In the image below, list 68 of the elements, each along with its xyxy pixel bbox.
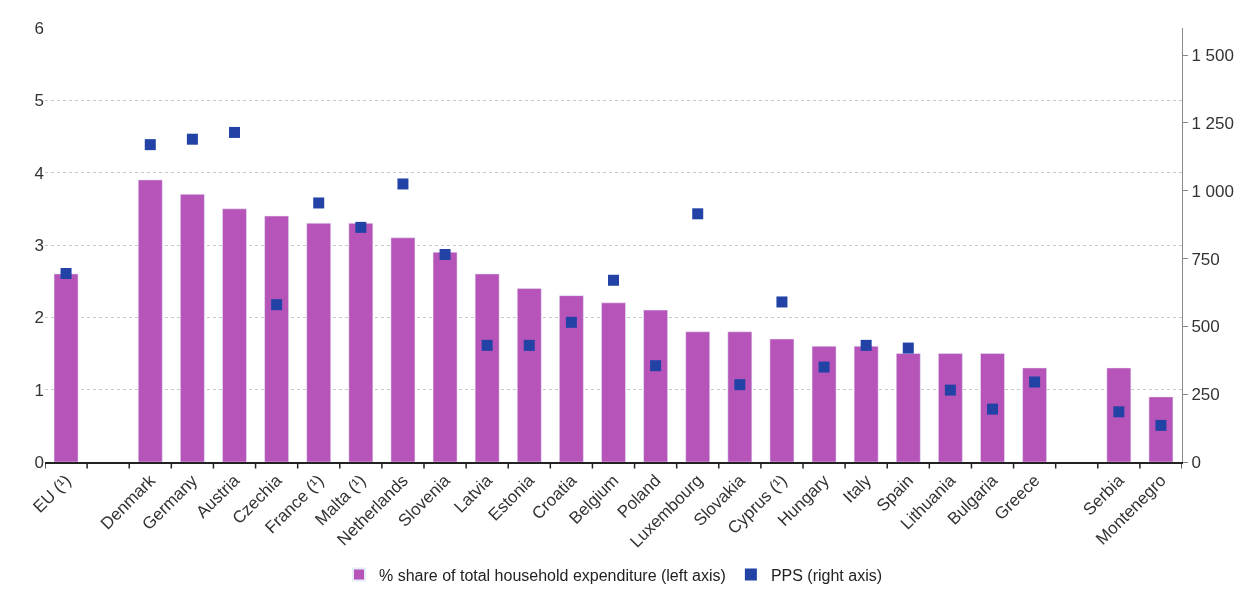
point	[481, 339, 493, 351]
y-tick-label: 3	[34, 235, 44, 255]
y2-tick-label: 250	[1191, 385, 1220, 405]
y-tick-label: 6	[34, 18, 44, 38]
bar	[643, 309, 668, 462]
legend-label: PPS (right axis)	[770, 566, 883, 584]
point	[313, 197, 325, 209]
point	[271, 299, 283, 311]
bar	[811, 346, 837, 462]
bar	[348, 223, 374, 462]
bar	[769, 338, 795, 462]
bar	[1022, 367, 1047, 462]
point	[608, 274, 619, 286]
bar	[474, 273, 500, 462]
x-tick-label: EU (¹)	[29, 471, 75, 517]
point	[734, 379, 746, 391]
point	[860, 339, 872, 351]
bar	[432, 251, 458, 462]
point	[439, 248, 451, 260]
point	[144, 139, 156, 151]
bar	[896, 353, 921, 462]
point	[1155, 419, 1167, 431]
y2-tick-label: 500	[1191, 317, 1220, 337]
point	[186, 133, 198, 145]
bar	[390, 237, 416, 462]
bar	[53, 273, 79, 462]
bar	[306, 223, 331, 462]
y2-tick-label: 0	[1191, 452, 1201, 472]
y2-tick-label: 1 000	[1191, 181, 1234, 201]
bar	[601, 302, 626, 462]
bar	[727, 331, 753, 462]
bar	[559, 295, 584, 462]
point	[60, 267, 72, 279]
point	[818, 361, 830, 373]
bar	[938, 353, 963, 462]
bar	[222, 208, 247, 462]
point	[397, 178, 409, 190]
y-tick-label: 0	[34, 452, 44, 472]
y2-tick-label: 1 500	[1191, 46, 1234, 66]
point	[692, 208, 704, 220]
point	[1113, 406, 1125, 418]
point	[229, 126, 240, 138]
point	[523, 339, 535, 351]
bar	[517, 288, 542, 462]
y2-tick-label: 1 250	[1191, 113, 1234, 133]
point	[355, 221, 367, 233]
point	[902, 342, 914, 354]
point	[776, 296, 788, 308]
y-tick-label: 2	[34, 308, 44, 328]
point	[1029, 376, 1041, 388]
point	[944, 384, 956, 396]
bar	[685, 331, 710, 462]
point	[650, 360, 662, 372]
y-tick-label: 5	[34, 91, 44, 111]
point	[565, 316, 577, 328]
y2-tick-label: 750	[1191, 249, 1220, 269]
bar	[1106, 367, 1132, 462]
bar	[264, 215, 289, 462]
bar	[980, 353, 1005, 462]
bar	[1148, 396, 1174, 462]
point	[987, 403, 998, 415]
legend-label: % share of total household expenditure (left axis)	[379, 566, 726, 584]
bar	[180, 194, 205, 462]
x-tick-label: Italy	[839, 470, 876, 507]
bar	[853, 346, 879, 462]
y-tick-label: 1	[34, 380, 44, 400]
y-tick-label: 4	[34, 163, 44, 183]
bar	[138, 179, 163, 462]
